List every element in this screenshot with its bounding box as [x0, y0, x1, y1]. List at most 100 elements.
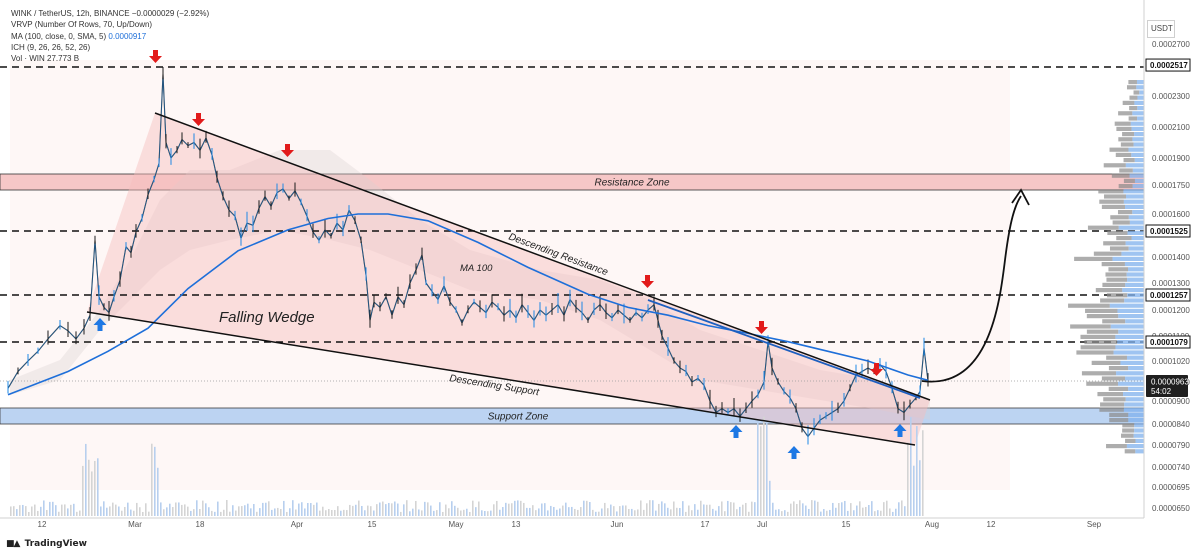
volume-bar: [184, 504, 186, 516]
volume-bar: [187, 506, 189, 516]
volume-profile-bar: [1117, 308, 1144, 313]
volume-bar: [526, 507, 528, 516]
volume-bar: [244, 505, 246, 516]
volume-profile-bar: [1106, 355, 1127, 360]
volume-bar: [661, 501, 663, 516]
volume-bar: [25, 506, 27, 516]
volume-bar: [208, 507, 210, 516]
volume-bar: [457, 507, 459, 516]
volume-bar: [256, 511, 258, 516]
price-level-label: 0.0001257: [1150, 291, 1188, 300]
price-tick-label: 0.0002700: [1152, 40, 1190, 49]
volume-bar: [331, 510, 333, 516]
volume-bar: [676, 507, 678, 516]
volume-bar: [175, 502, 177, 516]
time-tick-label: Jun: [611, 520, 624, 529]
volume-bar: [88, 459, 90, 516]
volume-profile-bar: [1119, 168, 1133, 173]
volume-bar: [391, 503, 393, 516]
volume-bar: [673, 501, 675, 516]
volume-bar: [700, 500, 702, 516]
volume-bar: [16, 509, 18, 516]
volume-profile-bar: [1129, 95, 1138, 100]
volume-bar: [112, 502, 114, 516]
volume-bar: [862, 507, 864, 516]
volume-bar: [205, 503, 207, 516]
buy-markers: [93, 318, 907, 459]
volume-label[interactable]: Vol · WIN 27.773 B: [11, 54, 80, 64]
volume-profile-bar: [1128, 116, 1138, 121]
volume-profile-bar: [1101, 262, 1125, 267]
volume-bar: [793, 501, 795, 516]
descending-support-line: [86, 311, 916, 446]
ma-legend-row: MA (100, close, 0, SMA, 5) 0.0000917: [11, 31, 209, 42]
volume-bar: [364, 510, 366, 516]
ma-label[interactable]: MA (100, close, 0, SMA, 5): [11, 31, 107, 41]
volume-bar: [844, 500, 846, 516]
ichimoku-label[interactable]: ICH (9, 26, 26, 52, 26): [11, 42, 91, 52]
volume-bar: [781, 511, 783, 516]
volume-profile-bar: [1122, 423, 1135, 428]
volume-bar: [790, 503, 792, 516]
volume-profile-bar: [1122, 428, 1135, 433]
volume-bar: [361, 505, 363, 516]
volume-bar: [250, 508, 252, 516]
volume-bar: [514, 500, 516, 516]
tradingview-logo[interactable]: ■▲ TradingView: [6, 539, 87, 549]
volume-bar: [559, 508, 561, 516]
down-arrow-icon: [870, 363, 883, 376]
volume-bar: [319, 510, 321, 516]
volume-bars: [10, 416, 924, 516]
volume-bar: [76, 511, 78, 516]
volume-bar: [649, 500, 651, 516]
volume-bar: [529, 507, 531, 516]
volume-bar: [547, 510, 549, 516]
brand-label: TradingView: [24, 539, 87, 549]
up-arrow-icon: [93, 318, 107, 331]
volume-bar: [631, 508, 633, 516]
volume-profile-bar: [1074, 256, 1113, 261]
volume-bar: [304, 508, 306, 516]
volume-bar: [820, 511, 822, 516]
time-axis[interactable]: 12 Mar 18 Apr 15 May 13 Jun 17 Jul 15 Aug 12 Sep: [38, 520, 1102, 529]
volume-bar: [328, 508, 330, 516]
volume-profile-bar: [1109, 303, 1144, 308]
volume-profile-bar: [1120, 360, 1144, 365]
volume-bar: [436, 510, 438, 516]
volume-profile-bar: [1126, 355, 1144, 360]
volume-profile-bar: [1132, 137, 1144, 142]
volume-bar: [103, 501, 105, 516]
volume-bar: [778, 509, 780, 516]
volume-bar: [814, 500, 816, 516]
vrvp-label[interactable]: VRVP (Number Of Rows, 70, Up/Down): [11, 20, 153, 30]
symbol-label[interactable]: WINK / TetherUS, 12h, BINANCE: [11, 9, 130, 18]
volume-profile-bar: [1084, 340, 1118, 345]
volume-bar: [46, 509, 48, 516]
volume-profile-bar: [1118, 111, 1133, 116]
volume-bar: [70, 504, 72, 516]
volume-bar: [232, 505, 234, 516]
volume-bar: [379, 502, 381, 516]
currency-box[interactable]: [1147, 20, 1175, 38]
volume-profile-bar: [1117, 210, 1133, 215]
price-tick-label: 0.0000740: [1152, 463, 1190, 472]
volume-bar: [253, 504, 255, 516]
volume-bar: [412, 508, 414, 516]
volume-bar: [769, 480, 771, 516]
volume-profile-bar: [1122, 288, 1144, 293]
volume-profile-bar: [1108, 366, 1129, 371]
volume-bar: [427, 502, 429, 516]
volume-profile-bar: [1132, 111, 1144, 116]
volume-bar: [628, 509, 630, 516]
volume-bar: [811, 500, 813, 516]
volume-bar: [43, 500, 45, 516]
volume-bar: [100, 506, 102, 516]
price-axis[interactable]: 0.00027000.00025000.00023000.00021000.00…: [1152, 40, 1190, 513]
time-tick-label: 15: [368, 520, 377, 529]
breakout-trendline: [647, 299, 921, 399]
volume-profile-bar: [1127, 277, 1144, 282]
volume-bar: [277, 507, 279, 516]
volume-bar: [292, 500, 294, 516]
volume-bar: [382, 501, 384, 516]
